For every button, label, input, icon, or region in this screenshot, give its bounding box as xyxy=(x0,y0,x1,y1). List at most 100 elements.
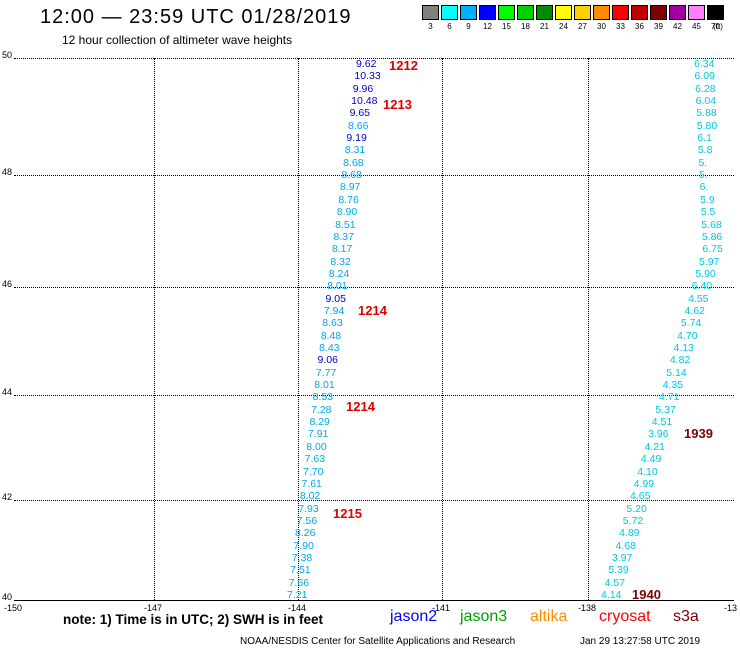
pass-time-label: 1939 xyxy=(684,426,713,441)
legend-bin-label: 36 xyxy=(635,22,644,31)
latitude-label: 42 xyxy=(2,492,13,502)
legend-swatch xyxy=(650,5,667,20)
latitude-gridline xyxy=(14,175,734,176)
wave-height-value: 6.28 xyxy=(695,82,716,95)
wave-height-value: 6.40 xyxy=(691,280,713,293)
wave-height-value: 8.29 xyxy=(309,416,330,429)
wave-height-value: 7.66 xyxy=(288,576,310,589)
legend-swatch xyxy=(574,5,591,20)
longitude-gridline xyxy=(298,58,299,600)
pass-time-label: 1212 xyxy=(389,58,418,73)
legend-swatch xyxy=(517,5,534,20)
legend-swatch xyxy=(631,5,648,20)
wave-height-value: 8.24 xyxy=(328,267,350,280)
legend-swatch xyxy=(593,5,610,20)
legend-unit-label: (ft) xyxy=(713,22,723,31)
legend-bin-label: 3 xyxy=(428,22,433,31)
legend-bin-label: 24 xyxy=(559,22,568,31)
wave-height-value: 5.88 xyxy=(696,107,717,120)
wave-height-value: 4.35 xyxy=(662,379,684,392)
legend-bin-label: 18 xyxy=(521,22,530,31)
legend-swatch xyxy=(612,5,629,20)
wave-height-value: 6.04 xyxy=(695,95,717,108)
wave-height-value: 7.56 xyxy=(296,514,318,527)
wave-height-value: 8.02 xyxy=(299,490,321,503)
longitude-label: -138 xyxy=(578,603,597,613)
wave-height-value: 4.71 xyxy=(659,391,680,404)
wave-height-value: 9.19 xyxy=(346,132,367,145)
chart-title: 12:00 — 23:59 UTC 01/28/2019 xyxy=(40,6,352,28)
wave-height-value: 7.70 xyxy=(303,465,324,478)
wave-height-value: 6. xyxy=(699,181,709,194)
wave-height-value: 8.68 xyxy=(343,156,364,169)
wave-height-value: 3.96 xyxy=(648,428,669,441)
wave-height-value: 8.63 xyxy=(322,317,343,330)
legend-bin-label: 15 xyxy=(502,22,511,31)
longitude-gridline xyxy=(442,58,443,600)
wave-height-value: 4.14 xyxy=(601,589,622,601)
wave-height-value: 5.74 xyxy=(680,317,702,330)
wave-height-value: 7.51 xyxy=(290,564,311,577)
wave-height-value: 6.75 xyxy=(702,243,723,256)
wave-height-value: 8.51 xyxy=(335,218,356,231)
longitude-label: -150 xyxy=(4,603,23,613)
wave-height-value: 4.49 xyxy=(640,453,662,466)
wave-height-value: 4.70 xyxy=(677,329,698,342)
legend-swatch xyxy=(707,5,724,20)
legend-bin-label: 21 xyxy=(540,22,549,31)
wave-height-value: 8.31 xyxy=(344,144,366,157)
wave-height-value: 7.91 xyxy=(307,428,329,441)
longitude-gridline xyxy=(154,58,155,600)
wave-height-value: 5.97 xyxy=(698,255,720,268)
wave-height-value: 7.21 xyxy=(287,589,308,601)
wave-height-value: 8.76 xyxy=(338,193,359,206)
wave-height-value: 5.86 xyxy=(701,230,723,243)
wave-height-value: 5. xyxy=(698,156,708,169)
longitude-label: -144 xyxy=(288,603,307,613)
wave-height-value: 8.32 xyxy=(330,255,351,268)
wave-height-value: 5.39 xyxy=(608,564,629,577)
credit-text: NOAA/NESDIS Center for Satellite Applica… xyxy=(240,636,516,647)
wave-height-value: 8.48 xyxy=(320,329,342,342)
wave-height-value: 9.65 xyxy=(349,107,371,120)
wave-height-value: 4.55 xyxy=(688,292,709,305)
latitude-gridline xyxy=(14,287,734,288)
legend-bin-label: 33 xyxy=(616,22,625,31)
longitude-label: -147 xyxy=(144,603,163,613)
wave-height-value: 8.17 xyxy=(331,243,353,256)
latitude-gridline xyxy=(14,395,734,396)
pass-time-label: 1213 xyxy=(383,97,412,112)
wave-height-value: 4.13 xyxy=(673,342,694,355)
latitude-gridline xyxy=(14,58,734,59)
wave-height-value: 5.72 xyxy=(622,514,644,527)
legend-swatch xyxy=(441,5,458,20)
footer-note: note: 1) Time is in UTC; 2) SWH is in fe… xyxy=(63,612,324,627)
satellite-name: altika xyxy=(530,608,568,625)
wave-height-value: 8.90 xyxy=(336,206,358,219)
wave-height-value: 3.97 xyxy=(611,551,633,564)
pass-time-label: 1940 xyxy=(632,587,661,602)
wave-height-value: 7.38 xyxy=(291,551,313,564)
wave-height-value: 8.68 xyxy=(341,169,362,182)
wave-height-value: 7.90 xyxy=(293,539,314,552)
latitude-label: 46 xyxy=(2,279,13,289)
wave-height-value: 4.68 xyxy=(615,539,636,552)
wave-height-value: 8.26 xyxy=(295,527,316,540)
wave-height-value: 5.5 xyxy=(700,206,716,219)
legend-swatch xyxy=(555,5,572,20)
wave-height-value: 7.28 xyxy=(311,403,332,416)
wave-height-value: 4.89 xyxy=(619,527,640,540)
wave-height-value: 7.93 xyxy=(298,502,319,515)
wave-height-value: 5.8 xyxy=(697,144,713,157)
wave-height-value: 8.53 xyxy=(312,391,334,404)
wave-height-value: 9.06 xyxy=(317,354,338,367)
legend-bin-label: 42 xyxy=(673,22,682,31)
wave-height-value: 5.14 xyxy=(666,366,687,379)
wave-height-value: 7.77 xyxy=(315,366,337,379)
satellite-name: jason2 xyxy=(390,608,438,625)
timestamp-text: Jan 29 13:27:58 UTC 2019 xyxy=(580,636,701,647)
legend-bin-label: 30 xyxy=(597,22,606,31)
longitude-label: -141 xyxy=(432,603,451,613)
longitude-label: -13 xyxy=(724,603,738,613)
wave-height-value: 8.37 xyxy=(333,230,354,243)
